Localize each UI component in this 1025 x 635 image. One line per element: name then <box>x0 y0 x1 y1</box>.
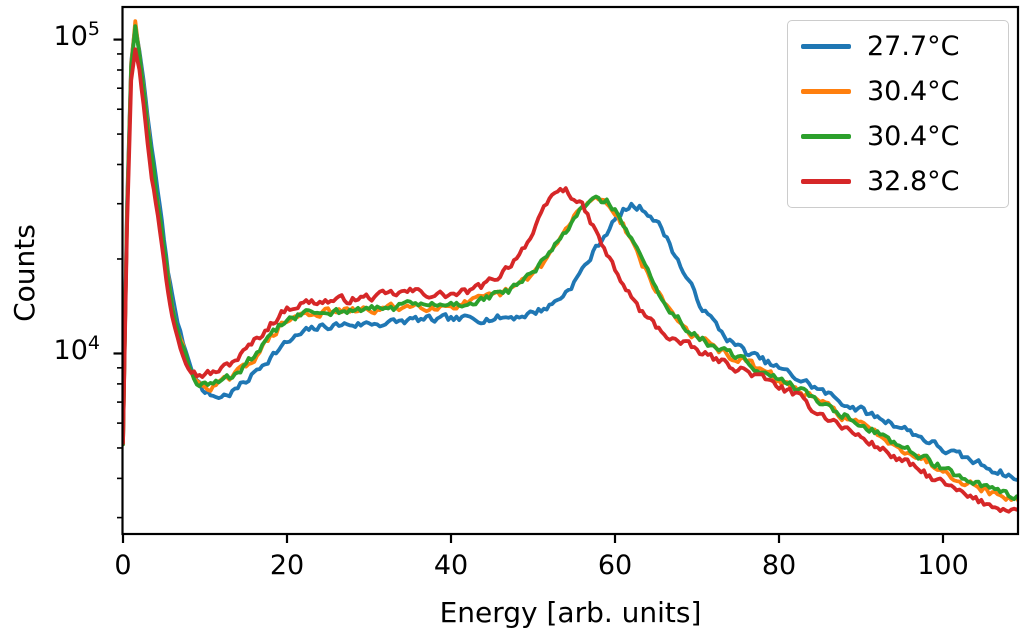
x-tick-label-60: 60 <box>597 550 633 581</box>
x-tick-label-40: 40 <box>433 550 469 581</box>
legend-label: 27.7°C <box>867 31 960 62</box>
x-tick-label-20: 20 <box>269 550 305 581</box>
legend-swatch-orange <box>801 89 851 94</box>
x-tick-label-80: 80 <box>761 550 797 581</box>
legend-item: 27.7°C <box>788 24 1008 69</box>
x-tick-label-100: 100 <box>917 550 969 581</box>
x-tick-label-0: 0 <box>114 550 132 581</box>
axes-frame <box>121 5 1020 536</box>
legend-item: 30.4°C <box>788 114 1008 159</box>
legend-label: 30.4°C <box>867 121 960 152</box>
legend-item: 30.4°C <box>788 69 1008 114</box>
legend-swatch-green <box>801 134 851 139</box>
series-line-2 <box>122 24 1018 502</box>
legend-label: 30.4°C <box>867 76 960 107</box>
legend: 27.7°C 30.4°C 30.4°C 32.8°C <box>787 20 1009 208</box>
curves-group <box>122 19 1018 514</box>
x-axis-label: Energy [arb. units] <box>439 596 702 629</box>
series-line-3 <box>122 47 1018 514</box>
y-tick-label-1e4: 104 <box>53 332 100 366</box>
legend-swatch-blue <box>801 44 851 49</box>
legend-label: 32.8°C <box>867 166 960 197</box>
legend-swatch-red <box>801 179 851 184</box>
legend-item: 32.8°C <box>788 159 1008 204</box>
y-tick-label-1e5: 105 <box>53 18 100 52</box>
series-line-0 <box>122 23 1018 482</box>
